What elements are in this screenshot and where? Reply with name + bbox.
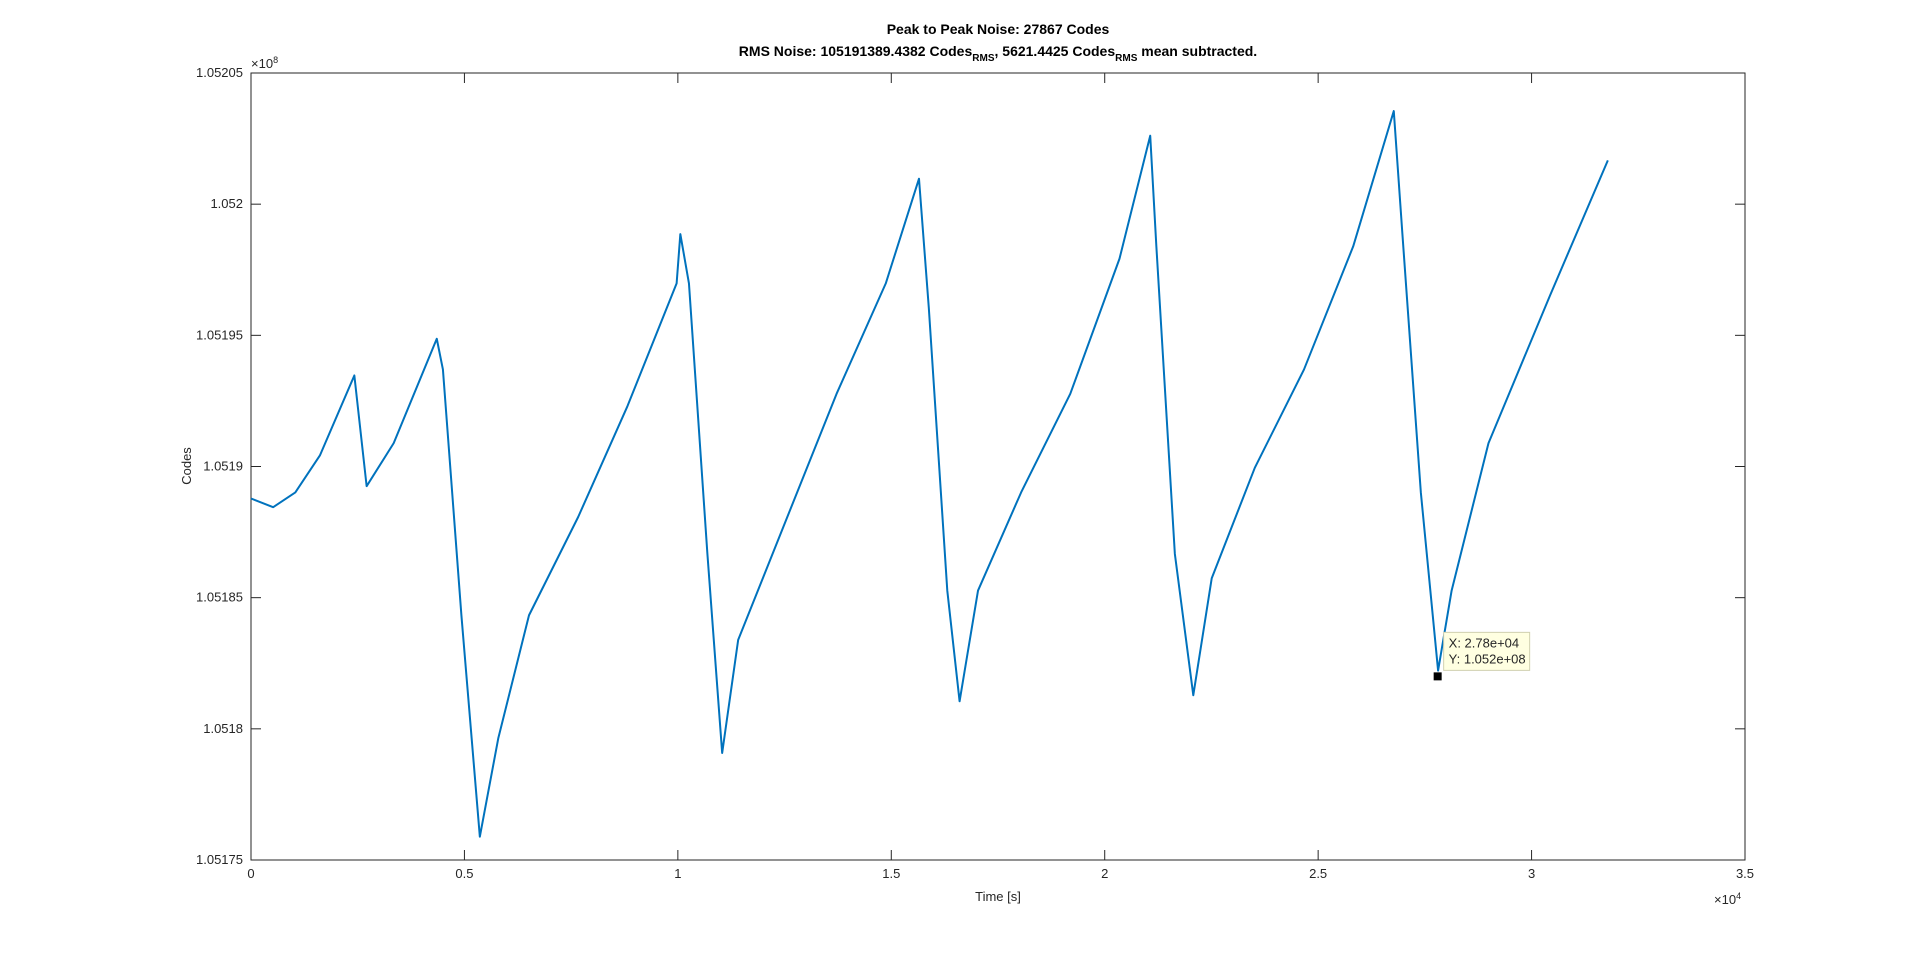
y-tick-label: 1.0518 [203,721,243,736]
plot-area [251,73,1745,860]
y-tick-label: 1.052 [210,196,243,211]
datatip-marker [1433,672,1442,681]
x-exponent: ×104 [1714,891,1741,907]
title-line2: RMS Noise: 105191389.4382 CodesRMS, 5621… [739,43,1257,64]
x-tick-label: 2 [1101,866,1108,881]
axes-box [250,72,1746,861]
y-exponent-base: ×10 [251,56,273,71]
y-exponent: ×108 [251,55,278,71]
x-tick-label: 1.5 [882,866,900,881]
y-tick-label: 1.05205 [196,65,243,80]
x-tick-label: 0 [247,866,254,881]
x-exponent-base: ×10 [1714,892,1736,907]
y-exponent-power: 8 [273,55,278,65]
data-line [250,110,1609,838]
y-tick-label: 1.05175 [196,852,243,867]
x-tick-label: 3 [1528,866,1535,881]
x-tick-label: 1 [674,866,681,881]
y-tick-label: 1.05195 [196,327,243,342]
y-tick-label: 1.05185 [196,590,243,605]
y-axis-label: Codes [179,447,194,485]
datatip-box [1443,631,1531,671]
x-tick-label: 3.5 [1736,866,1754,881]
title-part: , 5621.4425 Codes [995,43,1116,59]
title-part: mean subtracted. [1137,43,1257,59]
title-subscript: RMS [972,53,995,64]
x-tick-label: 0.5 [455,866,473,881]
datatip-x: X: 2.78e+04 [1449,635,1519,650]
x-exponent-power: 4 [1736,891,1741,901]
title-line1: Peak to Peak Noise: 27867 Codes [887,21,1110,37]
title-part: RMS Noise: 105191389.4382 Codes [739,43,973,59]
x-tick-label: 2.5 [1309,866,1327,881]
x-axis-label: Time [s] [975,889,1021,904]
title-subscript: RMS [1115,53,1138,64]
y-tick-label: 1.0519 [203,459,243,474]
datatip-y: Y: 1.052e+08 [1449,651,1526,666]
